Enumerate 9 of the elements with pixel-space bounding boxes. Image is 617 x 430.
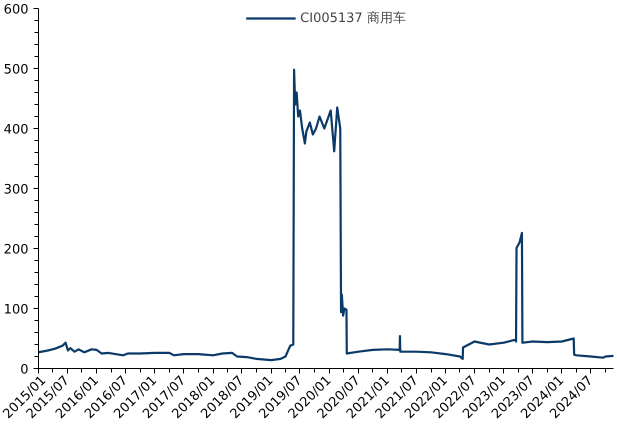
y-tick-label: 200 xyxy=(4,242,29,258)
line-series xyxy=(38,68,614,362)
y-tick-label: 500 xyxy=(4,62,29,78)
y-tick-label: 0 xyxy=(20,362,29,378)
legend-label: CI005137 商用车 xyxy=(300,10,406,27)
y-tick-label: 100 xyxy=(4,302,29,318)
y-tick-label: 300 xyxy=(4,182,29,198)
y-tick-label: 400 xyxy=(4,122,29,138)
y-tick-label: 600 xyxy=(4,2,29,18)
